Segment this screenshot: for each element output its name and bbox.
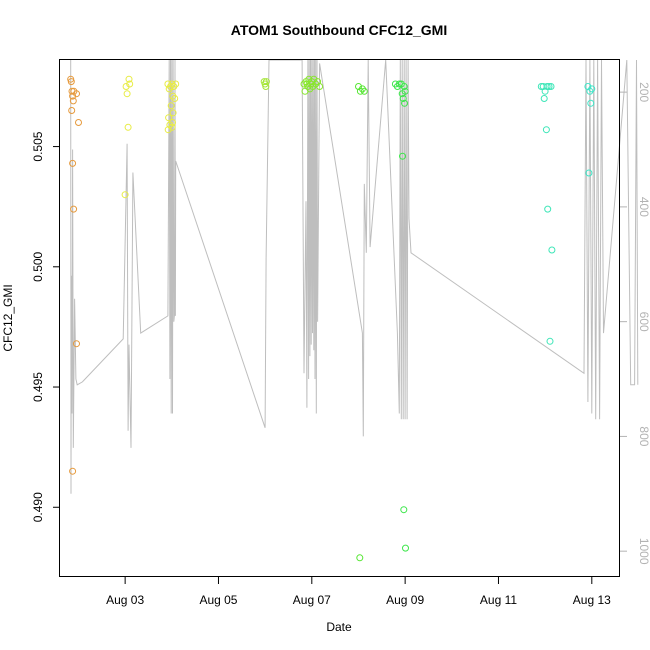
data-point	[316, 83, 324, 90]
data-point	[123, 90, 131, 98]
data-point	[69, 97, 77, 105]
y-axis-label: CFC12_GMI	[1, 284, 15, 351]
data-point	[588, 85, 596, 93]
data-point	[121, 191, 129, 199]
secondary-y-axis: 200 400 600 800 1000	[620, 82, 650, 565]
data-point	[401, 99, 408, 107]
data-point	[262, 83, 270, 90]
data-point	[540, 95, 548, 102]
data-point	[400, 506, 408, 514]
y-axis: 0.490 0.495 0.500 0.505	[31, 131, 60, 522]
x-tick-label: Aug 03	[106, 593, 144, 607]
x-axis: Aug 03 Aug 05 Aug 07 Aug 09 Aug 11 Aug 13	[106, 577, 611, 607]
x-tick-label: Aug 09	[386, 593, 424, 607]
y-tick-label: 0.495	[31, 372, 45, 402]
data-point	[548, 246, 556, 254]
data-point	[68, 107, 76, 114]
data-point	[545, 83, 553, 90]
y-tick-label: 0.500	[31, 251, 45, 281]
data-point	[167, 102, 175, 110]
data-points-layer	[67, 75, 596, 562]
data-point	[400, 83, 408, 90]
data-point	[542, 126, 550, 134]
x-axis-label: Date	[326, 620, 352, 634]
data-point	[310, 75, 318, 83]
data-point	[399, 152, 406, 160]
data-point	[401, 87, 409, 95]
plot-frame	[59, 59, 620, 577]
data-point	[73, 340, 80, 348]
data-point	[587, 99, 595, 107]
data-point	[168, 123, 176, 131]
data-point	[166, 121, 174, 129]
data-point	[69, 467, 77, 475]
data-point	[73, 90, 80, 98]
data-point	[547, 83, 555, 90]
data-point	[124, 123, 132, 131]
data-point	[172, 80, 180, 88]
secondary-y-tick-label: 1000	[637, 538, 650, 565]
x-tick-label: Aug 11	[480, 593, 517, 607]
y-tick-label: 0.505	[31, 131, 45, 161]
data-point	[70, 205, 78, 213]
secondary-y-tick-label: 600	[637, 312, 650, 332]
data-point	[67, 78, 75, 86]
pressure-profile-line	[70, 59, 639, 494]
data-point	[75, 119, 82, 126]
data-point	[544, 205, 552, 213]
secondary-y-tick-label: 200	[637, 82, 650, 102]
data-point	[262, 78, 270, 86]
data-point	[356, 554, 364, 562]
x-tick-label: Aug 13	[573, 593, 611, 607]
data-point	[126, 80, 134, 88]
data-point	[546, 337, 554, 345]
data-point	[360, 87, 368, 95]
data-point	[402, 544, 409, 552]
data-point	[169, 109, 177, 117]
x-tick-label: Aug 05	[199, 593, 237, 607]
data-point	[543, 83, 551, 90]
x-tick-label: Aug 07	[293, 593, 331, 607]
secondary-y-tick-label: 400	[637, 197, 650, 217]
secondary-y-tick-label: 800	[637, 426, 650, 446]
pressure-profile-layer	[70, 59, 639, 494]
y-tick-label: 0.490	[31, 492, 45, 522]
chart-title: ATOM1 Southbound CFC12_GMI	[231, 22, 447, 38]
data-point	[399, 95, 407, 102]
data-point	[165, 114, 173, 122]
data-point	[585, 169, 593, 177]
data-point	[125, 75, 133, 83]
data-point	[171, 95, 179, 102]
data-point	[69, 159, 77, 167]
